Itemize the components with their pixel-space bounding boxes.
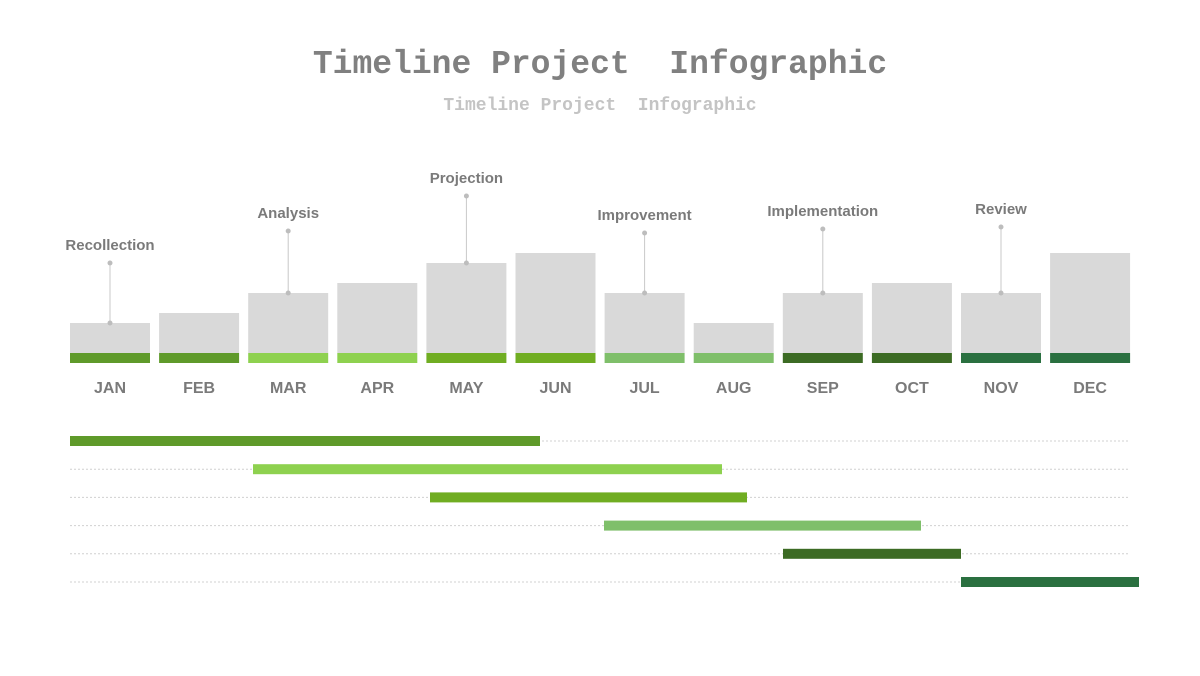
month-block xyxy=(871,283,952,353)
gantt-bar xyxy=(253,464,722,475)
month-label: SEP xyxy=(807,380,839,397)
month-block xyxy=(782,293,863,353)
month-label: AUG xyxy=(716,380,752,397)
month-label: JUN xyxy=(539,380,571,397)
month-strip xyxy=(159,353,240,363)
connector-dot xyxy=(285,290,291,296)
month-block xyxy=(604,293,685,353)
month-strip xyxy=(782,353,863,363)
month-strip xyxy=(248,353,329,363)
gantt-bar xyxy=(961,577,1139,587)
phase-label: Improvement xyxy=(597,207,691,224)
gantt-bar xyxy=(430,492,747,503)
month-block xyxy=(1050,253,1131,353)
connector-dot xyxy=(107,320,113,326)
connector-dot xyxy=(285,228,291,234)
phase-label: Analysis xyxy=(257,205,319,222)
month-strip xyxy=(693,353,774,363)
month-label: FEB xyxy=(183,380,215,397)
month-label: JUL xyxy=(629,380,659,397)
month-label: OCT xyxy=(895,380,929,397)
connector-dot xyxy=(998,290,1004,296)
phase-label: Review xyxy=(975,201,1027,218)
month-strip xyxy=(70,353,150,363)
month-label: NOV xyxy=(984,380,1019,397)
month-strip xyxy=(426,353,507,363)
month-label: APR xyxy=(360,380,394,397)
month-strip xyxy=(871,353,952,363)
phase-label: Projection xyxy=(430,170,503,187)
subtitle: Timeline Project Infographic xyxy=(443,96,756,116)
month-strip xyxy=(1050,353,1131,363)
phase-label: Recollection xyxy=(65,237,154,254)
month-label: DEC xyxy=(1073,380,1107,397)
month-strip xyxy=(337,353,418,363)
month-label: JAN xyxy=(94,380,126,397)
month-block xyxy=(159,313,240,353)
connector-dot xyxy=(107,260,113,266)
gantt-bar xyxy=(604,520,921,531)
month-strip xyxy=(515,353,596,363)
month-label: MAY xyxy=(449,380,483,397)
phase-label: Implementation xyxy=(767,203,878,220)
month-block xyxy=(515,253,596,353)
month-block xyxy=(961,293,1041,353)
month-block xyxy=(337,283,418,353)
connector-dot xyxy=(820,226,826,232)
connector-dot xyxy=(463,260,469,266)
month-block xyxy=(248,293,329,353)
connector-dot xyxy=(642,230,648,236)
month-block xyxy=(426,263,507,353)
gantt-bar xyxy=(70,436,540,446)
month-strip xyxy=(961,353,1041,363)
title: Timeline Project Infographic xyxy=(313,46,887,83)
month-strip xyxy=(604,353,685,363)
month-block xyxy=(70,323,150,353)
month-label: MAR xyxy=(270,380,307,397)
connector-dot xyxy=(998,224,1004,230)
connector-dot xyxy=(820,290,826,296)
gantt-bar xyxy=(783,548,961,559)
connector-dot xyxy=(642,290,648,296)
month-block xyxy=(693,323,774,353)
connector-dot xyxy=(463,193,469,199)
